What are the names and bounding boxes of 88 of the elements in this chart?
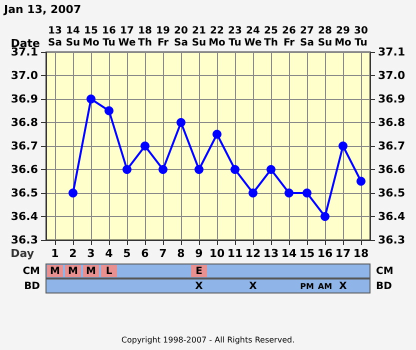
x-tick-label: 14	[281, 247, 297, 260]
y-tick-label: 36.7	[10, 140, 38, 152]
text: 19 Fr	[156, 26, 170, 48]
y2-tick-label: 36.7	[378, 140, 406, 152]
x-tick-label: 6	[141, 247, 150, 260]
text: 14 Su	[66, 26, 80, 48]
y2-tick-label: 37.0	[378, 69, 406, 82]
x-tick-label: 7	[159, 247, 167, 260]
y-tick-label: 36.5	[10, 186, 38, 200]
text: AM	[318, 282, 332, 291]
text: PM	[300, 282, 314, 291]
text: 23 Tu	[228, 26, 242, 48]
text: 20 Sa	[174, 26, 188, 48]
point	[140, 142, 150, 150]
y-tick-label: 37.1	[10, 46, 38, 58]
text: BD	[24, 281, 40, 292]
x-tick-label: 13	[263, 247, 279, 260]
text: M	[50, 266, 60, 277]
text: BD	[376, 281, 392, 292]
y-tick-label: 36.8	[10, 116, 38, 129]
x-tick-label: 18	[353, 247, 369, 260]
x-tick-label: 4	[105, 247, 114, 260]
y-tick-label: 36.3	[10, 234, 38, 246]
text: Copyright 1998-2007 - All Rights Reserved.	[121, 336, 295, 344]
x-tick-label: 9	[195, 247, 203, 260]
x-axis-title: Day	[10, 247, 34, 260]
x-tick-label: 17	[335, 247, 351, 260]
text: 15 Mo	[82, 26, 100, 48]
y2-tick-label: 36.5	[378, 186, 406, 200]
x-tick-label: 8	[177, 247, 185, 260]
text: M	[86, 266, 96, 277]
text: E	[196, 266, 203, 277]
point	[86, 94, 96, 104]
point	[302, 188, 312, 198]
text: 26 Fr	[282, 26, 296, 48]
x-tick-label: 10	[209, 247, 225, 260]
point	[176, 118, 186, 127]
x-tick-label: 1	[51, 247, 59, 260]
x-tick-label: 2	[69, 247, 77, 260]
y2-tick-label: 36.4	[378, 210, 406, 223]
text: X	[195, 281, 204, 292]
text: 13 Sa	[48, 26, 62, 48]
y-tick-label: 36.9	[10, 92, 38, 106]
y2-tick-label: 36.6	[378, 163, 406, 176]
text: L	[106, 266, 113, 277]
text: 22 Mo	[208, 26, 226, 48]
text: 16 Tu	[102, 26, 116, 48]
point	[158, 165, 168, 174]
point	[212, 130, 222, 139]
point	[248, 188, 258, 198]
x-tick-label: 16	[317, 247, 333, 260]
point	[266, 165, 276, 174]
point	[230, 165, 240, 174]
chart-title: Jan 13, 2007	[3, 3, 82, 16]
text: 18 Th	[138, 26, 152, 48]
y-tick-label: 37.0	[10, 69, 38, 82]
x-tick-label: 12	[245, 247, 261, 260]
y-tick-label: 36.6	[10, 163, 38, 176]
point	[338, 142, 348, 150]
text: 24 We	[244, 26, 262, 48]
y-tick-label: 36.4	[10, 210, 38, 223]
x-tick-label: 5	[123, 247, 131, 260]
x-tick-label: 11	[227, 247, 243, 260]
point	[194, 165, 204, 174]
text: CM	[22, 266, 40, 277]
text: 28 Su	[318, 26, 332, 48]
point	[68, 188, 78, 198]
text: CM	[376, 266, 394, 277]
x-tick-label: 3	[87, 247, 95, 260]
text: M	[68, 266, 78, 277]
y2-tick-label: 37.1	[378, 46, 406, 58]
point	[356, 176, 366, 186]
text: 27 Sa	[300, 26, 314, 48]
point	[104, 106, 114, 116]
text: 17 We	[118, 26, 136, 48]
point	[320, 212, 330, 221]
text: 30 Tu	[354, 26, 368, 48]
point	[284, 188, 294, 198]
text: 25 Th	[264, 26, 278, 48]
text: X	[249, 281, 258, 292]
text: X	[339, 281, 348, 292]
y2-tick-label: 36.8	[378, 116, 406, 129]
x-tick-label: 15	[299, 247, 315, 260]
text: 29 Mo	[334, 26, 352, 48]
text: 21 Su	[192, 26, 206, 48]
y2-tick-label: 36.9	[378, 92, 406, 106]
y2-tick-label: 36.3	[378, 234, 406, 246]
point	[122, 165, 132, 174]
